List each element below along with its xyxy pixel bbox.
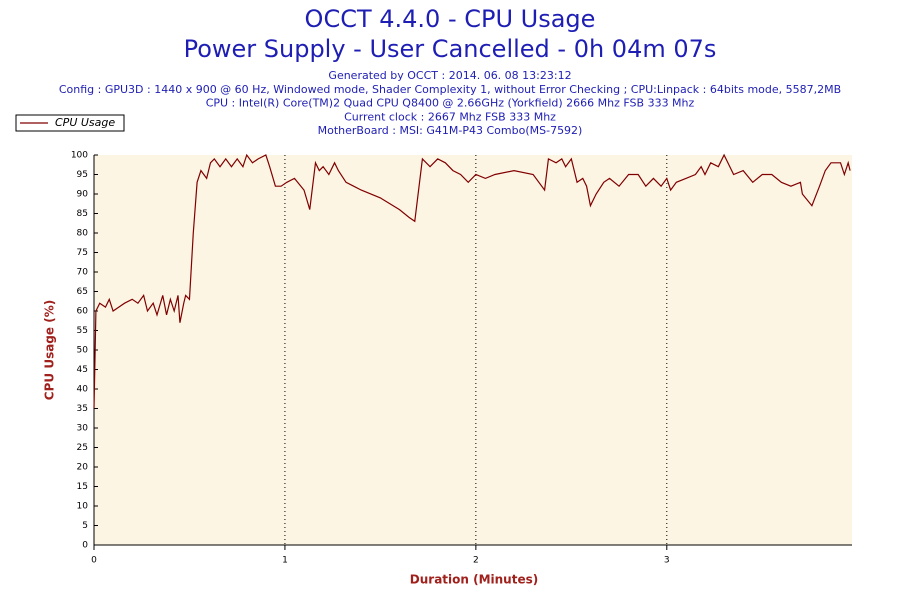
y-tick-label: 65: [77, 287, 88, 297]
y-tick-label: 10: [77, 502, 89, 512]
y-tick-label: 30: [77, 424, 89, 434]
x-tick-label: 0: [91, 556, 97, 566]
y-tick-label: 55: [77, 326, 88, 336]
chart-subtitle: Power Supply - User Cancelled - 0h 04m 0…: [184, 35, 717, 63]
y-tick-label: 85: [77, 209, 88, 219]
y-tick-label: 100: [71, 151, 88, 161]
data-line: [93, 153, 851, 409]
y-tick-label: 60: [77, 307, 89, 317]
y-tick-label: 40: [77, 385, 89, 395]
y-tick-label: 95: [77, 170, 88, 180]
info-line: Config : GPU3D : 1440 x 900 @ 60 Hz, Win…: [59, 83, 841, 96]
legend-label: CPU Usage: [55, 116, 115, 129]
y-tick-label: 70: [77, 268, 89, 278]
y-tick-label: 80: [77, 229, 89, 239]
info-line: Generated by OCCT : 2014. 06. 08 13:23:1…: [328, 69, 571, 82]
x-tick-label: 3: [664, 556, 670, 566]
y-tick-label: 5: [82, 521, 88, 531]
info-line: CPU : Intel(R) Core(TM)2 Quad CPU Q8400 …: [206, 97, 695, 110]
y-tick-label: 0: [82, 541, 88, 551]
y-tick-label: 45: [77, 365, 88, 375]
chart-title: OCCT 4.4.0 - CPU Usage: [305, 5, 596, 33]
legend-box: [15, 114, 125, 132]
x-axis-label: Duration (Minutes): [410, 573, 538, 587]
plot-area: [94, 155, 852, 545]
y-tick-label: 25: [77, 443, 88, 453]
y-tick-label: 50: [77, 346, 89, 356]
y-tick-label: 75: [77, 248, 88, 258]
y-tick-label: 20: [77, 463, 89, 473]
y-tick-label: 90: [77, 190, 89, 200]
y-tick-label: 35: [77, 404, 88, 414]
y-axis-label: CPU Usage (%): [43, 300, 57, 400]
info-line: MotherBoard : MSI: G41M-P43 Combo(MS-759…: [318, 124, 583, 137]
x-tick-label: 1: [282, 556, 288, 566]
info-line: Current clock : 2667 Mhz FSB 333 Mhz: [344, 110, 556, 123]
x-tick-label: 2: [473, 556, 479, 566]
y-tick-label: 15: [77, 482, 88, 492]
